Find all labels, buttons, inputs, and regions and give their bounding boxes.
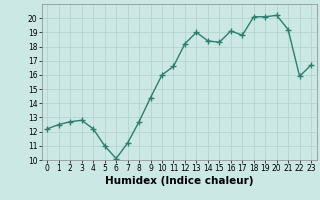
X-axis label: Humidex (Indice chaleur): Humidex (Indice chaleur)	[105, 176, 253, 186]
